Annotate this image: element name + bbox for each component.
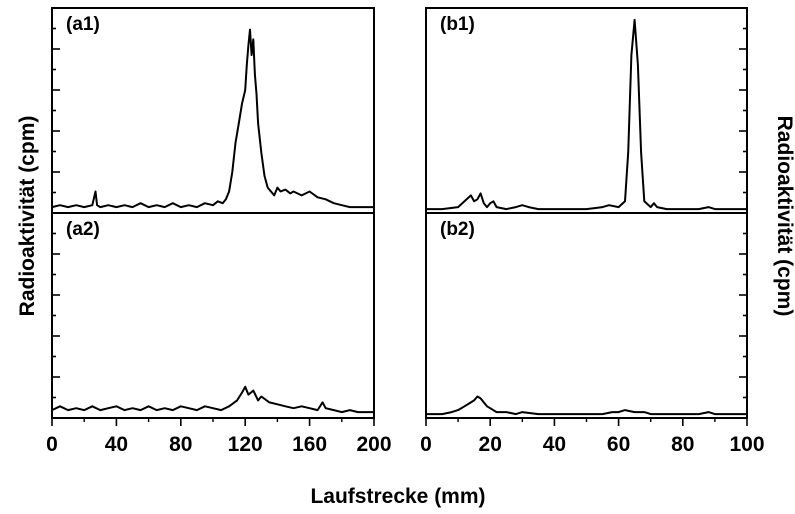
series-line [51, 28, 374, 209]
panel-a1: (a1) [51, 7, 375, 214]
chart-panels: (a1) 0 40 80 120 160 200 (a2) (b1) 0 20 40 60 80 100 (b… [46, 7, 765, 456]
series-line [426, 395, 747, 416]
panel-frame [425, 212, 748, 419]
x-tick-label: 80 [169, 433, 192, 456]
panel-label: (a1) [66, 14, 100, 35]
x-axis-label: Laufstrecke (mm) [310, 485, 485, 508]
panel-label: (b1) [440, 14, 475, 35]
panel-frame [425, 7, 748, 214]
x-tick-label: 80 [671, 433, 694, 456]
x-tick-label: 0 [46, 433, 58, 456]
panel-b1: (b1) [425, 7, 748, 214]
x-tick-label: 200 [356, 433, 391, 456]
y-axis-label-left: Radioaktivität (cpm) [16, 116, 39, 317]
panel-label: (b2) [440, 219, 475, 240]
x-tick-label: 0 [420, 433, 432, 456]
x-tick-label: 40 [543, 433, 566, 456]
series-line [426, 18, 747, 211]
panel-b2: 0 20 40 60 80 100 (b2) [420, 212, 765, 456]
panel-label: (a2) [66, 219, 100, 240]
x-tick-label: 120 [228, 433, 263, 456]
x-tick-label: 160 [292, 433, 327, 456]
series-line [51, 385, 374, 414]
panel-frame [51, 7, 375, 214]
x-tick-label: 100 [729, 433, 764, 456]
x-tick-label: 60 [607, 433, 630, 456]
x-tick-label: 20 [479, 433, 502, 456]
panel-a2: 0 40 80 120 160 200 (a2) [46, 212, 392, 456]
x-tick-label: 40 [105, 433, 128, 456]
y-axis-label-right: Radioaktivität (cpm) [773, 116, 795, 317]
panel-frame [51, 212, 375, 419]
